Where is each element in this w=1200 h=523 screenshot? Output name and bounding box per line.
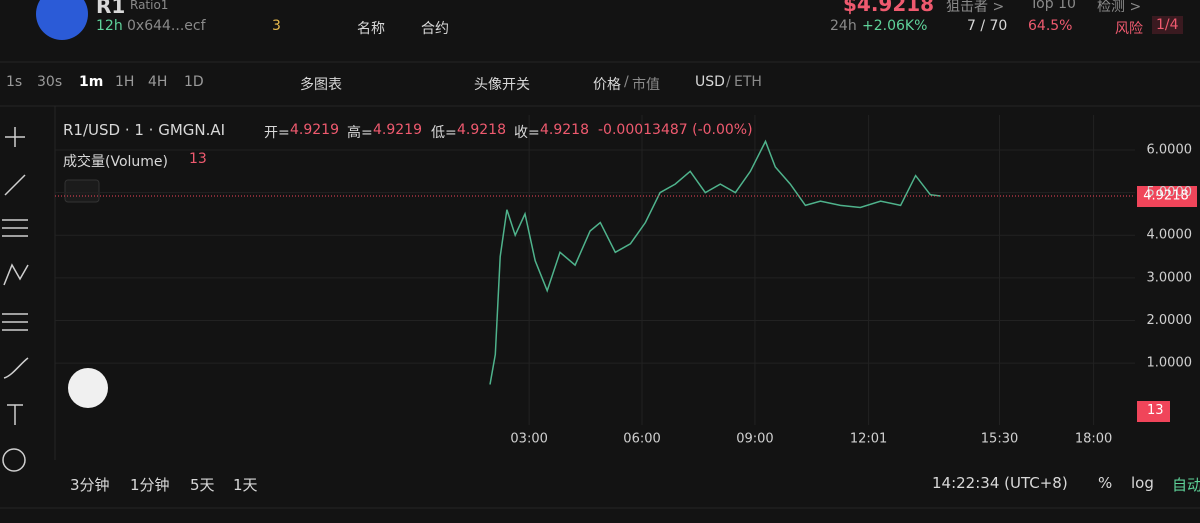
open-label: 开= <box>264 125 290 141</box>
risk-score: 1/4 <box>1152 16 1183 34</box>
legend-change: -0.00013487 (-0.00%) <box>598 122 753 138</box>
detect[interactable]: 检测 > <box>1097 0 1142 15</box>
high-label: 高= <box>347 125 373 141</box>
usd[interactable]: USD <box>695 74 725 90</box>
price-mode[interactable]: 价格 <box>593 77 621 93</box>
y-tick-label: 5.0000 <box>1147 185 1193 200</box>
interval[interactable]: 1H <box>115 74 135 90</box>
volume-label: 成交量(Volume) <box>63 154 168 170</box>
x-tick-label: 06:00 <box>623 432 660 447</box>
interval[interactable]: 1m <box>79 74 104 90</box>
age: 12h <box>96 18 123 34</box>
interval[interactable]: 30s <box>37 74 63 90</box>
y-tick-label: 1.0000 <box>1147 356 1193 371</box>
top10-pct: 64.5% <box>1028 18 1073 34</box>
x-tick-label: 03:00 <box>510 432 547 447</box>
interval[interactable]: 1D <box>184 74 204 90</box>
legend-title: R1/USD · 1 · GMGN.AI <box>63 121 226 139</box>
x-tick-label: 09:00 <box>736 432 773 447</box>
close: 4.9218 <box>540 122 589 138</box>
tv-logo <box>68 368 108 408</box>
range[interactable]: 1分钟 <box>130 476 170 494</box>
holders-badge: 3 <box>272 18 281 34</box>
sniper-count: 7 / 70 <box>967 18 1008 34</box>
x-tick-label: 18:00 <box>1075 432 1112 447</box>
volume: 13 <box>189 151 207 167</box>
low: 4.9218 <box>457 122 506 138</box>
token-name: Ratio1 <box>130 0 169 12</box>
high: 4.9219 <box>373 122 422 138</box>
x-tick-label: 15:30 <box>981 432 1018 447</box>
change: +2.06K% <box>862 18 928 34</box>
separator: / <box>726 74 731 90</box>
symbol: R1 <box>96 0 126 18</box>
y-tick-label: 4.0000 <box>1147 228 1193 243</box>
risk: 风险 <box>1115 21 1143 37</box>
eth[interactable]: ETH <box>734 74 762 90</box>
change-period: 24h <box>830 18 857 34</box>
token-logo <box>36 0 88 40</box>
name-search[interactable]: 名称 <box>357 21 385 37</box>
separator: / <box>624 74 629 90</box>
y-tick-label: 2.0000 <box>1147 313 1193 328</box>
auto-toggle[interactable]: 自动 <box>1172 476 1200 494</box>
y-tick-label: 3.0000 <box>1147 270 1193 285</box>
volume-tag-label: 13 <box>1147 403 1164 418</box>
last-price-label: 4.9218 <box>1143 188 1189 203</box>
multi-chart[interactable]: 多图表 <box>300 77 342 93</box>
address[interactable]: 0x644...ecf <box>127 18 206 34</box>
avatar-toggle[interactable]: 头像开关 <box>474 77 530 93</box>
range[interactable]: 1天 <box>233 476 258 494</box>
low-label: 低= <box>431 125 457 141</box>
range[interactable]: 3分钟 <box>70 476 110 494</box>
mcap-mode[interactable]: 市值 <box>632 77 660 93</box>
clock: 14:22:34 (UTC+8) <box>932 474 1068 492</box>
interval[interactable]: 4H <box>148 74 168 90</box>
price-line <box>489 139 941 385</box>
price: $4.9218 <box>843 0 935 16</box>
price-tag <box>1137 186 1197 207</box>
drawing-tools[interactable] <box>2 127 29 472</box>
top10[interactable]: Top 10 <box>1030 0 1076 12</box>
collapse-button[interactable] <box>64 179 100 203</box>
snipers[interactable]: 狙击者 > <box>946 0 1005 15</box>
contract-search[interactable]: 合约 <box>421 21 449 37</box>
percent-toggle[interactable]: % <box>1098 474 1113 492</box>
volume-tag <box>1137 401 1170 422</box>
y-tick-label: 6.0000 <box>1147 142 1193 157</box>
close-label: 收= <box>514 125 540 141</box>
interval[interactable]: 1s <box>6 74 23 90</box>
log-toggle[interactable]: log <box>1131 474 1154 492</box>
open: 4.9219 <box>290 122 339 138</box>
x-tick-label: 12:01 <box>850 432 887 447</box>
range[interactable]: 5天 <box>190 476 215 494</box>
